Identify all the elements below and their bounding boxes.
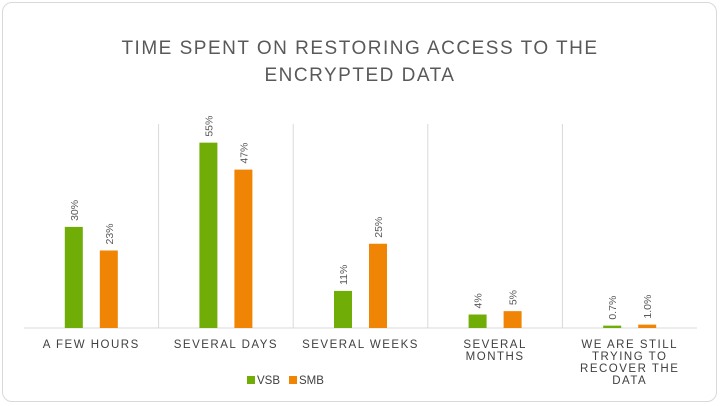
bar-vsb [468, 314, 487, 328]
category-label: RECOVER THE [580, 363, 679, 375]
category-label: MONTHS [466, 351, 525, 363]
bar-vsb [199, 142, 218, 328]
data-label-vsb: 11% [338, 265, 350, 285]
chart-title: TIME SPENT ON RESTORING ACCESS TO THE ENC… [121, 38, 598, 86]
category-label: A FEW HOURS [43, 339, 140, 351]
category-label: SEVERAL WEEKS [302, 339, 419, 351]
legend-swatch-smb [289, 376, 297, 384]
chart-frame [2, 2, 717, 402]
data-labels: 30% 23% 55% 47% 11% 25% 4% 5% 0.7% 1.0% [69, 116, 654, 320]
category-separators [24, 124, 697, 329]
category-label: SEVERAL DAYS [174, 339, 278, 351]
legend-swatch-vsb [247, 376, 255, 384]
bar-vsb [603, 325, 622, 328]
bar-smb [234, 169, 253, 328]
data-label-smb: 1.0% [642, 295, 654, 319]
data-label-vsb: 0.7% [607, 296, 619, 320]
legend: VSB SMB [247, 375, 324, 387]
bar-vsb [334, 290, 352, 328]
data-label-smb: 23% [104, 223, 116, 244]
bar-smb [99, 250, 118, 328]
bar-vsb [64, 226, 83, 328]
data-label-vsb: 55% [203, 116, 215, 137]
chart-title-line: ENCRYPTED DATA [265, 65, 456, 86]
category-labels: A FEW HOURS SEVERAL DAYS SEVERAL WEEKS SEVE… [43, 339, 679, 387]
data-label-smb: 5% [508, 290, 520, 305]
category-label: SEVERAL [463, 339, 527, 351]
chart-title-line: TIME SPENT ON RESTORING ACCESS TO THE [121, 38, 598, 59]
bars [64, 142, 657, 328]
bar-smb [638, 324, 657, 328]
data-label-smb: 25% [373, 217, 385, 238]
legend-label-vsb: VSB [257, 375, 280, 387]
bar-smb [369, 243, 387, 328]
category-label: WE ARE STILL [581, 339, 678, 351]
data-label-vsb: 30% [69, 200, 81, 221]
legend-label-smb: SMB [299, 375, 324, 387]
data-label-vsb: 4% [473, 293, 485, 308]
data-label-smb: 47% [238, 143, 250, 164]
category-label: DATA [612, 375, 647, 387]
category-label: TRYING TO [592, 351, 668, 363]
bar-smb [503, 311, 522, 328]
